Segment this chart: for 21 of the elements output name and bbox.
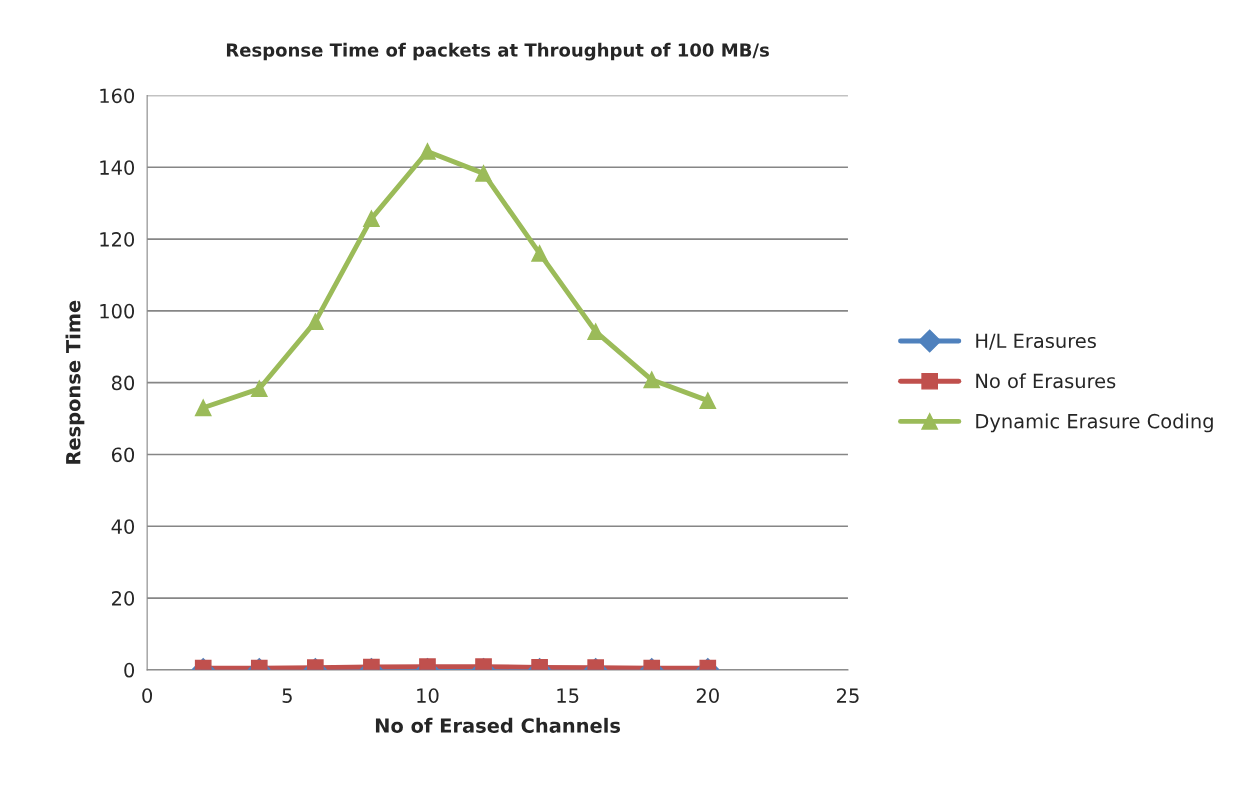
- x-axis-title: No of Erased Channels: [375, 717, 621, 733]
- y-tick-label: 80: [111, 375, 135, 391]
- y-tick-label: 120: [100, 232, 135, 247]
- legend-label: H/L Erasures: [976, 333, 1096, 350]
- y-tick-label: 100: [100, 303, 135, 319]
- y-tick-label: 0: [124, 662, 135, 678]
- x-tick-label: 5: [282, 688, 292, 703]
- chart-title: Response Time of packets at Throughput of 100 MB/s: [226, 42, 769, 61]
- y-tick-label: 60: [111, 447, 135, 463]
- y-tick-label: 20: [112, 591, 135, 606]
- y-tick-label: 140: [100, 160, 135, 175]
- y-tick-label: 40: [111, 519, 135, 534]
- legend-label: No of Erasures: [976, 373, 1116, 389]
- x-tick-label: 15: [557, 688, 579, 703]
- x-tick-label: 25: [837, 688, 859, 703]
- x-tick-label: 20: [696, 688, 719, 703]
- y-tick-label: 160: [100, 88, 135, 104]
- x-tick-label: 10: [417, 688, 439, 703]
- y-axis-title: Response Time: [65, 300, 85, 464]
- legend-label: Dynamic Erasure Coding: [976, 413, 1213, 433]
- x-tick-label: 0: [142, 688, 153, 703]
